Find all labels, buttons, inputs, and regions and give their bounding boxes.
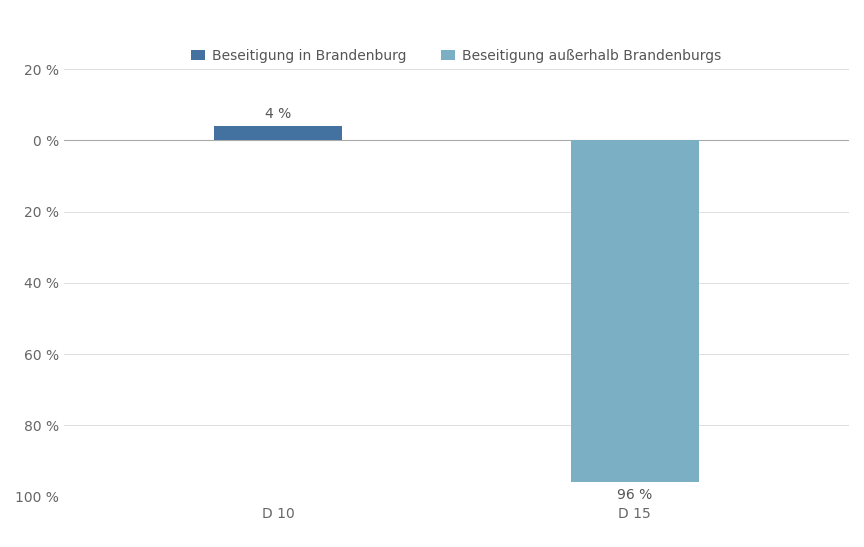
Text: D 15: D 15 [619,507,651,521]
Bar [570,141,699,482]
Text: D 10: D 10 [262,507,295,521]
Legend: Beseitigung in Brandenburg, Beseitigung außerhalb Brandenburgs: Beseitigung in Brandenburg, Beseitigung … [184,42,728,69]
Text: 4 %: 4 % [264,107,291,121]
Text: 96 %: 96 % [617,487,652,502]
Bar [213,126,342,141]
